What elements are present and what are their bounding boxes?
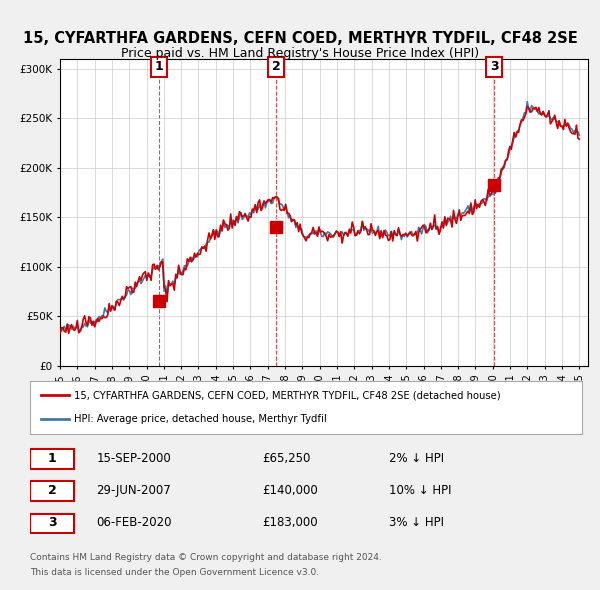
Text: This data is licensed under the Open Government Licence v3.0.: This data is licensed under the Open Gov… — [30, 568, 319, 577]
Text: 06-FEB-2020: 06-FEB-2020 — [96, 516, 172, 529]
FancyBboxPatch shape — [30, 513, 74, 533]
Text: 15-SEP-2000: 15-SEP-2000 — [96, 451, 171, 464]
Text: Price paid vs. HM Land Registry's House Price Index (HPI): Price paid vs. HM Land Registry's House … — [121, 47, 479, 60]
Text: 3% ↓ HPI: 3% ↓ HPI — [389, 516, 444, 529]
Text: 1: 1 — [48, 451, 56, 464]
Text: 3: 3 — [490, 60, 499, 73]
Text: HPI: Average price, detached house, Merthyr Tydfil: HPI: Average price, detached house, Mert… — [74, 414, 327, 424]
Text: Contains HM Land Registry data © Crown copyright and database right 2024.: Contains HM Land Registry data © Crown c… — [30, 553, 382, 562]
Text: 29-JUN-2007: 29-JUN-2007 — [96, 484, 171, 497]
Text: 3: 3 — [48, 516, 56, 529]
FancyBboxPatch shape — [30, 449, 74, 468]
Text: 2% ↓ HPI: 2% ↓ HPI — [389, 451, 444, 464]
Text: 15, CYFARTHFA GARDENS, CEFN COED, MERTHYR TYDFIL, CF48 2SE: 15, CYFARTHFA GARDENS, CEFN COED, MERTHY… — [23, 31, 577, 46]
Text: 2: 2 — [272, 60, 281, 73]
Text: £183,000: £183,000 — [262, 516, 317, 529]
Text: 10% ↓ HPI: 10% ↓ HPI — [389, 484, 451, 497]
Text: £65,250: £65,250 — [262, 451, 310, 464]
FancyBboxPatch shape — [30, 481, 74, 501]
Text: 2: 2 — [48, 484, 56, 497]
Text: 1: 1 — [154, 60, 163, 73]
Text: 15, CYFARTHFA GARDENS, CEFN COED, MERTHYR TYDFIL, CF48 2SE (detached house): 15, CYFARTHFA GARDENS, CEFN COED, MERTHY… — [74, 391, 501, 401]
Text: £140,000: £140,000 — [262, 484, 317, 497]
